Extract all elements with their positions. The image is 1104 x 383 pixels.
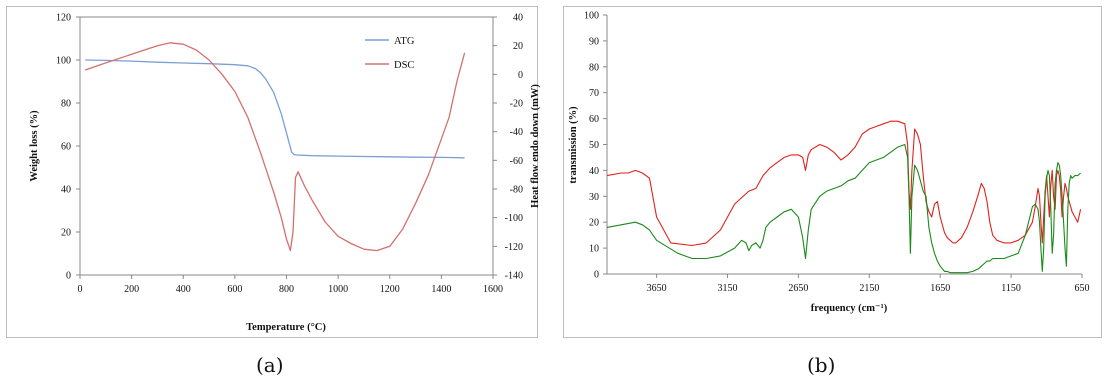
x-tick-label-a: 1000 [328, 284, 348, 295]
y-tick-label-b: 80 [589, 62, 599, 73]
x-axis-title-a: Temperature (°C) [246, 322, 326, 333]
x-tick-label-b: 1150 [1001, 283, 1021, 294]
x-tick-label-a: 200 [124, 284, 139, 295]
plot-area-a [80, 17, 493, 275]
y-tick-label-a: 100 [56, 56, 71, 67]
y-tick-label-a: 80 [61, 99, 71, 110]
y2-tick-label-a: 40 [513, 13, 523, 24]
y-tick-label-a: 40 [61, 185, 71, 196]
series-line-green [606, 143, 1081, 274]
y2-tick-label-a: -60 [510, 156, 523, 167]
x-tick-label-b: 1650 [930, 283, 950, 294]
y-axis-title-a: Weight loss (%) [29, 110, 40, 182]
caption-a: (a) [256, 353, 284, 377]
x-tick-label-a: 1200 [380, 284, 400, 295]
chart-a: 0 200 400 600 800 1000 1200 1400 1600 0204060801… [29, 13, 541, 334]
y-tick-label-b: 50 [589, 140, 599, 151]
x-axis-title-b: frequency (cm⁻¹) [811, 303, 888, 314]
x-tick-label-b: 2650 [788, 283, 808, 294]
series-line-atg [85, 59, 465, 159]
legend-a: ATG DSC [365, 36, 415, 71]
y-tick-label-a: 60 [61, 142, 71, 153]
y-tick-label-b: 30 [589, 192, 599, 203]
y-tick-label-a: 120 [56, 13, 71, 24]
legend-label-dsc: DSC [394, 60, 414, 71]
x-tick-label-a: 400 [176, 284, 191, 295]
y2-tick-label-a: 0 [518, 70, 523, 81]
x-tick-label-a: 600 [227, 284, 242, 295]
y-tick-label-b: 40 [589, 166, 599, 177]
y2-tick-label-a: -80 [510, 185, 523, 196]
y-tick-label-a: 0 [66, 271, 71, 282]
x-tick-label-b: 3650 [647, 283, 667, 294]
panel-a: 0 200 400 600 800 1000 1200 1400 1600 0 20 40 60 80 1… [6, 6, 541, 338]
x-tick-label-a: 800 [279, 284, 294, 295]
y2-tick-label-a: -100 [505, 213, 523, 224]
x-tick-label-b: 3150 [718, 283, 738, 294]
y2-tick-label-a: -140 [505, 271, 523, 282]
y-tick-label-b: 0 [594, 270, 599, 281]
y2-tick-label-a: 20 [513, 41, 523, 52]
caption-b: (b) [807, 353, 836, 377]
y2-tick-label-a: -20 [510, 99, 523, 110]
y2-tick-label-a: -40 [510, 127, 523, 138]
y-axis-title-b: transmission (%) [568, 106, 579, 184]
y-tick-label-b: 100 [584, 11, 599, 22]
y-tick-label-b: 10 [589, 244, 599, 255]
chart-b: 3650 3150 2650 2150 1650 1150 650 0 10 20 30 40 50 6… [568, 11, 1090, 315]
x-tick-label-a: 1400 [431, 284, 451, 295]
legend-label-atg: ATG [394, 36, 415, 47]
series-line-red [606, 120, 1082, 247]
x-tick-label-b: 2150 [859, 283, 879, 294]
y-tick-label-b: 20 [589, 218, 599, 229]
y-tick-label-a: 20 [61, 228, 71, 239]
y-tick-label-b: 60 [589, 114, 599, 125]
y2-axis-title-a: Heat flow endo down (mW) [530, 84, 541, 208]
series-line-dsc [84, 42, 466, 252]
x-tick-label-a: 1600 [483, 284, 503, 295]
x-tick-label-a: 0 [78, 284, 83, 295]
y-tick-label-b: 90 [589, 36, 599, 47]
y-tick-label-b: 70 [589, 88, 599, 99]
panel-b: 3650 3150 2650 2150 1650 1150 650 0 10 20 30 40 50 6… [563, 6, 1102, 338]
x-tick-label-b: 650 [1075, 283, 1090, 294]
y2-tick-label-a: -120 [505, 242, 523, 253]
